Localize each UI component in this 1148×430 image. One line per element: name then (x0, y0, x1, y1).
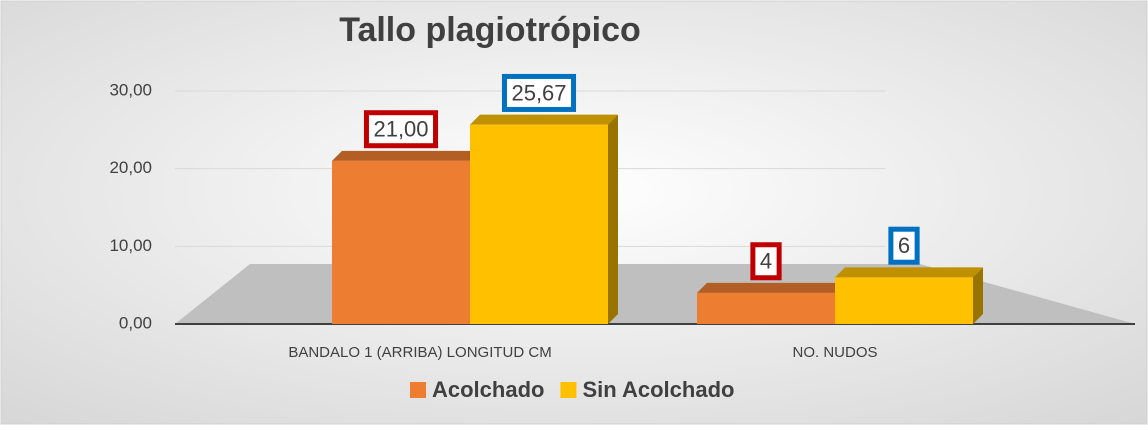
bar-side (973, 267, 983, 324)
bar-side (608, 114, 618, 324)
data-label: 21,00 (373, 117, 428, 142)
data-label-box (501, 73, 577, 112)
legend-label: Sin Acolchado (582, 377, 734, 402)
y-tick-label: 10,00 (109, 236, 152, 255)
legend-swatch (410, 382, 426, 398)
y-tick-label: 30,00 (109, 80, 152, 99)
y-tick-label: 0,00 (119, 313, 152, 332)
data-label-box (750, 242, 782, 281)
data-label-box (888, 226, 920, 265)
legend-label: Acolchado (432, 377, 544, 402)
bar-top (470, 114, 618, 125)
x-tick-label: BANDALO 1 (ARRIBA) LONGITUD CM (288, 344, 551, 361)
bar (470, 124, 608, 324)
bar (697, 292, 835, 324)
data-label: 6 (898, 233, 910, 258)
bar-top (332, 150, 480, 161)
data-label: 25,67 (511, 80, 566, 105)
bar-top (835, 267, 983, 278)
data-label: 4 (760, 249, 772, 274)
bar (332, 160, 470, 324)
y-tick-label: 20,00 (109, 158, 152, 177)
data-label-box (363, 110, 439, 149)
bar-top (697, 282, 845, 293)
chart-title: Tallo plagiotrópico (339, 11, 641, 49)
x-tick-label: NO. NUDOS (792, 344, 877, 361)
bar (835, 277, 973, 324)
legend-swatch (560, 382, 577, 398)
